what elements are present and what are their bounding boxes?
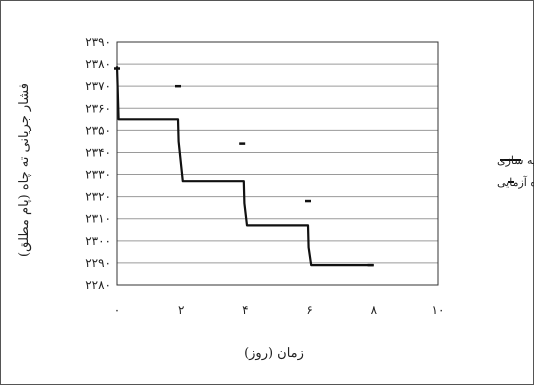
x-tick-label: ۶ [306,303,312,317]
x-tick-label: ۱۰ [432,303,445,317]
y-tick-label: ۲۳۹۰ [85,35,111,49]
legend: شبیه سازی چاه آزمایی [497,154,534,189]
series-line-simulation [115,66,374,267]
y-tick-labels: ۲۲۸۰ ۲۲۹۰ ۲۳۰۰ ۲۳۱۰ ۲۳۲۰ ۲۳۳۰ ۲۳۴۰ ۲۳۵۰ ۲۳۶۰ ۲۳۷۰… [85,35,111,292]
y-tick-label: ۲۳۵۰ [85,123,111,137]
x-tick-label: ۴ [242,303,248,317]
x-tick-label: ۲ [178,303,184,317]
x-tick-label: ۸ [371,303,378,317]
y-axis-title: فشار جریانی ته چاه (پام مطلق) [17,83,32,257]
plot-area-frame [116,41,439,286]
x-tick-labels: ۰ ۲ ۴ ۶ ۸ ۱۰ [114,303,445,317]
y-tick-label: ۲۳۴۰ [85,145,111,159]
y-tick-label: ۲۳۷۰ [85,79,111,93]
x-tick-label: ۰ [114,303,120,317]
y-tick-label: ۲۳۶۰ [85,101,111,115]
y-tick-label: ۲۳۰۰ [85,234,111,248]
legend-label-well-test: چاه آزمایی [497,176,534,189]
y-tick-label: ۲۳۸۰ [85,57,111,71]
data-series [114,66,374,267]
y-tick-label: ۲۳۱۰ [85,212,111,226]
y-tick-label: ۲۲۸۰ [85,278,111,292]
x-axis-title: زمان (روز) [244,346,304,361]
legend-label-simulation: شبیه سازی [497,154,534,167]
y-tick-label: ۲۳۲۰ [85,190,111,204]
y-tick-label: ۲۲۹۰ [85,256,111,270]
y-tick-label: ۲۳۳۰ [85,168,111,182]
